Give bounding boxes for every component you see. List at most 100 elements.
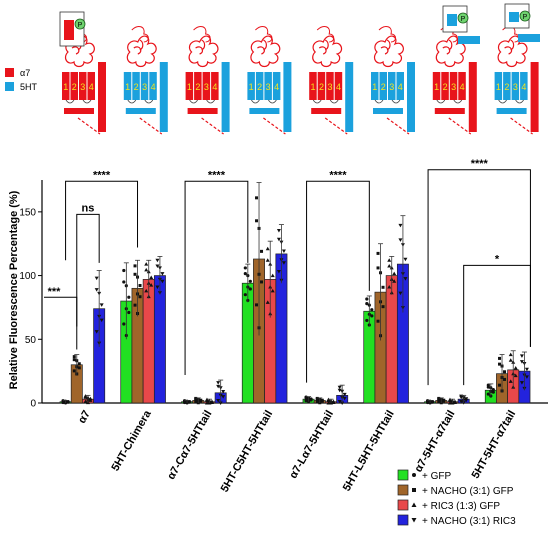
linker-dashed-line xyxy=(201,117,224,135)
legend-marker xyxy=(412,488,416,492)
inset-tail xyxy=(64,20,74,40)
tm-helix-3 xyxy=(202,72,211,100)
tm-helix-1 xyxy=(309,72,317,100)
data-point xyxy=(243,266,247,270)
tm-helix-4 xyxy=(458,72,466,100)
data-point xyxy=(243,293,247,297)
data-point xyxy=(144,267,149,272)
intracellular-helix xyxy=(373,108,403,114)
tail-extension xyxy=(518,34,540,42)
data-point xyxy=(243,272,247,276)
significance-bracket xyxy=(44,296,78,350)
data-point xyxy=(122,322,126,326)
significance-bracket xyxy=(76,213,100,327)
data-point xyxy=(491,388,495,392)
data-point xyxy=(94,276,99,281)
data-point xyxy=(83,395,88,399)
data-point xyxy=(365,302,369,306)
tm-helix-3 xyxy=(79,72,87,100)
data-point xyxy=(398,238,403,242)
tm-number: 4 xyxy=(151,82,156,92)
data-point xyxy=(138,295,142,299)
data-point xyxy=(255,219,259,223)
legend-swatch xyxy=(397,514,409,526)
tm-number: 1 xyxy=(310,82,315,92)
tm-helix-3 xyxy=(449,72,458,100)
data-point xyxy=(452,399,457,403)
phospho-inset: P xyxy=(59,11,86,47)
inset-tail xyxy=(447,14,457,26)
tm-number: 3 xyxy=(513,82,518,92)
data-point xyxy=(155,264,160,269)
data-point xyxy=(133,264,137,268)
phospho-inset: P xyxy=(504,3,531,29)
data-point xyxy=(519,381,524,385)
data-point xyxy=(248,287,252,291)
tm-helix-1 xyxy=(247,72,255,100)
tm-number: 2 xyxy=(319,82,324,92)
tm-helix-1 xyxy=(371,72,379,100)
extracellular-domain-icon xyxy=(312,35,343,68)
data-point xyxy=(464,397,469,401)
legend-marker xyxy=(411,502,417,507)
data-point xyxy=(221,395,226,399)
tm-helix-1 xyxy=(432,72,441,100)
extracellular-domain-icon xyxy=(373,35,404,68)
chart-legend: + GFP + NACHO (3:1) GFP + RIC3 (1:3) GFP + … xyxy=(397,469,516,527)
significance-bracket xyxy=(427,169,531,386)
data-point xyxy=(503,370,507,374)
data-point xyxy=(194,397,198,401)
intracellular-helix xyxy=(249,108,280,114)
data-point xyxy=(331,399,336,403)
significance-bracket xyxy=(463,264,531,386)
data-point xyxy=(83,399,88,403)
tm-helix-3 xyxy=(388,72,396,100)
data-point xyxy=(144,262,149,266)
data-point xyxy=(218,401,223,405)
inset-tail xyxy=(509,12,519,22)
data-point xyxy=(376,319,380,323)
phospho-label: P xyxy=(523,14,528,21)
linker-dashed-line xyxy=(510,117,533,135)
data-point xyxy=(519,360,524,364)
tm-number: 3 xyxy=(389,82,394,92)
tm-number: 1 xyxy=(125,82,130,92)
significance-label: **** xyxy=(93,169,111,181)
error-bars xyxy=(63,182,527,403)
data-point xyxy=(199,398,203,402)
ribbon-loop-icon xyxy=(255,26,273,43)
data-point xyxy=(403,257,408,262)
ribbon-loop-icon xyxy=(193,26,211,43)
data-point xyxy=(442,398,446,402)
tm-loop-icon xyxy=(251,99,277,104)
data-point xyxy=(160,272,165,276)
tm-number: 2 xyxy=(504,82,509,92)
ribbon-loop-icon xyxy=(131,26,149,43)
tm-helix-4 xyxy=(396,72,404,100)
c-terminal-tail xyxy=(283,62,292,132)
significance-annotations: ****ns******* ********* xyxy=(44,158,531,386)
data-point xyxy=(149,275,154,279)
tm-number: 4 xyxy=(521,82,526,92)
data-point xyxy=(498,356,502,360)
data-point xyxy=(265,300,270,304)
c-terminal-tail xyxy=(530,62,539,132)
tm-helix-3 xyxy=(264,72,272,100)
legend-swatch xyxy=(5,68,14,77)
data-point xyxy=(508,352,513,357)
data-point xyxy=(486,392,490,396)
data-point xyxy=(403,277,408,281)
tm-helix-4 xyxy=(149,72,157,100)
tm-helix-1 xyxy=(494,72,503,100)
extracellular-domain-icon xyxy=(250,35,281,68)
data-point xyxy=(392,271,397,276)
extracellular-domain-icon xyxy=(188,35,219,68)
c-terminal-tail xyxy=(468,62,477,132)
data-point xyxy=(370,314,374,318)
data-point xyxy=(133,303,137,307)
data-point xyxy=(381,305,385,309)
c-terminal-tail xyxy=(98,62,106,132)
